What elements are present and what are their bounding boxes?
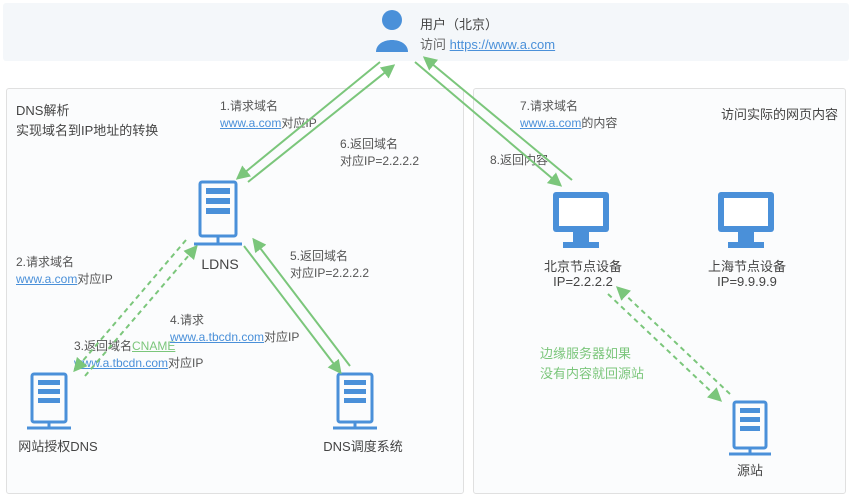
edge1-link[interactable]: www.a.com <box>220 116 281 130</box>
visit-url[interactable]: https://www.a.com <box>450 37 555 52</box>
authdns-label: 网站授权DNS <box>8 436 108 455</box>
edge8-label: 8.返回内容 <box>490 152 548 169</box>
edge3-cname[interactable]: CNAME <box>132 339 175 353</box>
authdns-icon <box>24 370 74 435</box>
user-label: 用户（北京） <box>420 14 498 33</box>
origin-note: 边缘服务器如果 没有内容就回源站 <box>540 344 644 383</box>
sh-icon <box>710 186 782 255</box>
edge2-link[interactable]: www.a.com <box>16 272 77 286</box>
right-panel <box>473 88 846 494</box>
sh-label: 上海节点设备 <box>692 256 802 275</box>
sched-icon <box>330 370 380 435</box>
edge5-label: 5.返回域名 对应IP=2.2.2.2 <box>290 248 369 282</box>
visit-prefix: 访问 <box>420 37 446 52</box>
edge4-label: 4.请求 www.a.tbcdn.com对应IP <box>170 312 299 346</box>
right-title: 访问实际的网页内容 <box>721 104 838 123</box>
left-title1: DNS解析 <box>16 100 69 119</box>
edge6-label: 6.返回域名 对应IP=2.2.2.2 <box>340 136 419 170</box>
sched-label: DNS调度系统 <box>308 436 418 455</box>
sh-ip: IP=9.9.9.9 <box>692 274 802 289</box>
edge7-label: 7.请求域名 www.a.com的内容 <box>520 98 617 132</box>
left-title2: 实现域名到IP地址的转换 <box>16 120 158 139</box>
origin-icon <box>726 398 774 461</box>
edge4-link[interactable]: www.a.tbcdn.com <box>170 330 264 344</box>
origin-label: 源站 <box>720 460 780 479</box>
bj-label: 北京节点设备 <box>528 256 638 275</box>
bj-ip: IP=2.2.2.2 <box>528 274 638 289</box>
edge7-link[interactable]: www.a.com <box>520 116 581 130</box>
edge3-link2[interactable]: www.a.tbcdn.com <box>74 356 168 370</box>
edge1-label: 1.请求域名 www.a.com对应IP <box>220 98 317 132</box>
ldns-icon <box>190 178 246 251</box>
user-icon <box>373 8 411 55</box>
bj-icon <box>545 186 617 255</box>
edge2-label: 2.请求域名 www.a.com对应IP <box>16 254 113 288</box>
ldns-label: LDNS <box>180 256 260 272</box>
user-visit: 访问 https://www.a.com <box>420 34 555 53</box>
